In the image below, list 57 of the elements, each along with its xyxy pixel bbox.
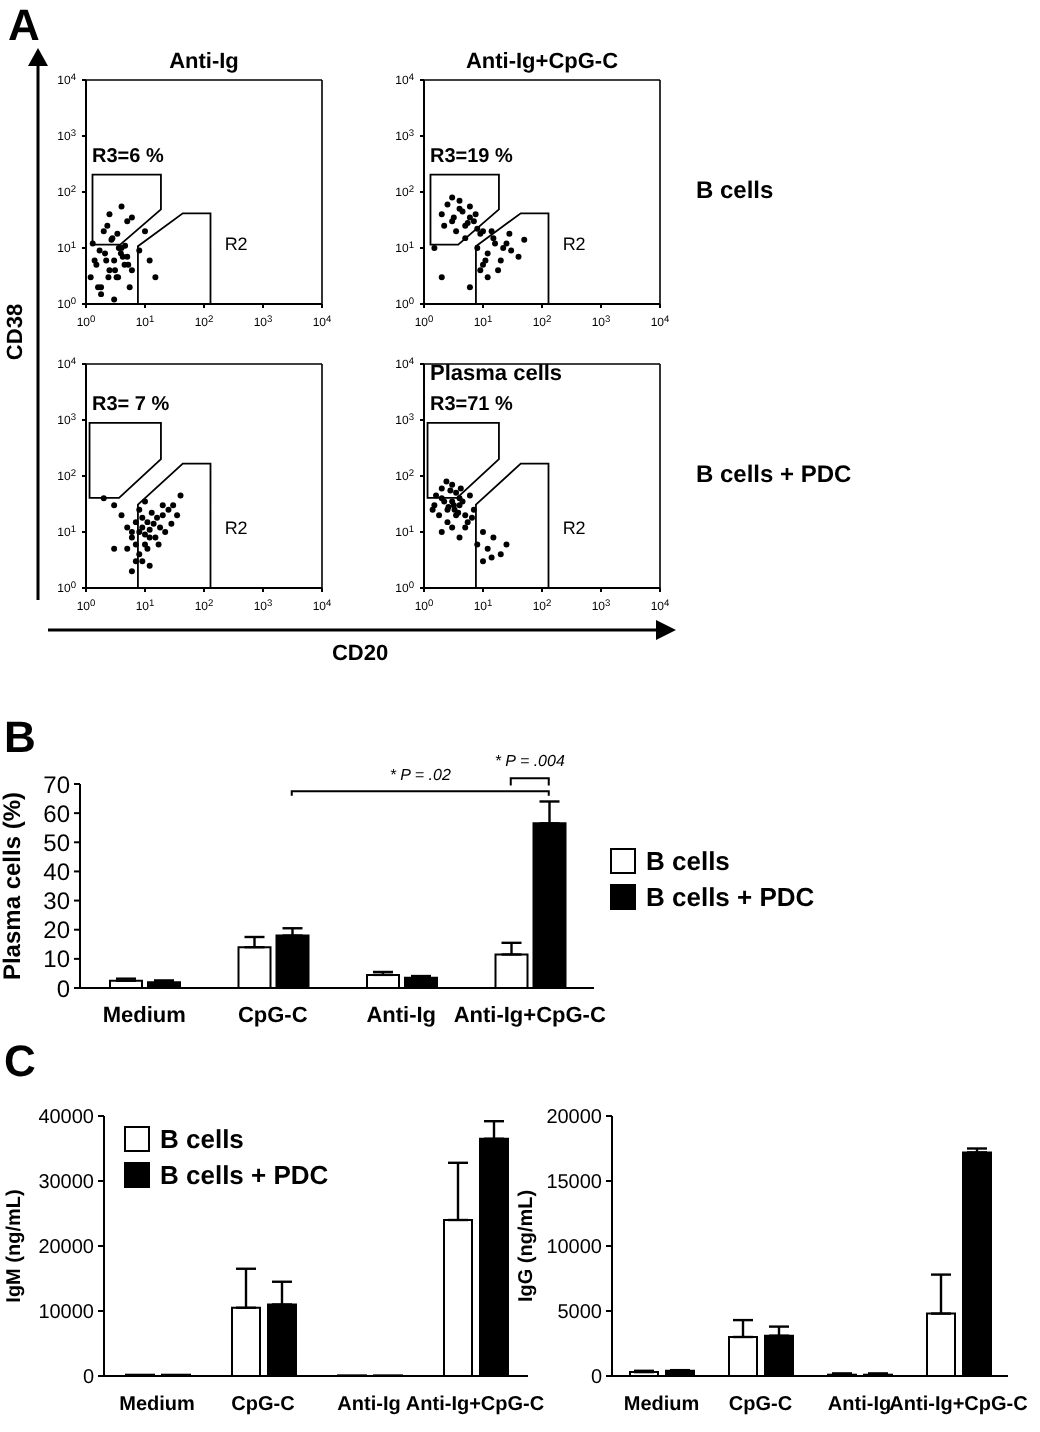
annotation: R3=71 % [430,394,513,417]
y-tick-label: 70 [43,770,71,799]
annotation: R3=19 % [430,146,513,169]
text: C [4,1036,36,1088]
legend-label: B cells + PDC [646,881,815,911]
y-tick-label: 10 [43,945,71,974]
x-tick-label: Anti-Ig [827,1394,892,1416]
y-tick-label: 60 [43,799,71,828]
y-tick-label: 10000 [38,1302,95,1325]
x-axis-title: CD20 [331,642,389,666]
annotation: R3= 7 % [92,394,170,417]
y-tick-label: 30000 [38,1172,95,1195]
x-tick-label: CpG-C [728,1394,793,1416]
y-tick-label: 0 [56,974,71,1003]
annotation: Plasma cells [430,362,563,387]
text: B cells + PDC [696,460,852,488]
y-tick-label: 0 [82,1367,95,1390]
text: B cells [696,176,774,204]
legend-label: B cells [160,1123,244,1153]
y-axis-title: IgM (ng/mL) [4,1189,26,1303]
chart-title: Anti-Ig [169,50,239,74]
x-tick-label: Anti-Ig+CpG-C [889,1394,1028,1416]
text: * P = .02 [387,765,453,784]
y-tick-label: 20000 [38,1237,95,1260]
y-tick-label: 40000 [38,1107,95,1130]
y-axis-title: Plasma cells (%) [0,791,26,981]
x-tick-label: Medium [119,1394,195,1416]
x-tick-label: Anti-Ig+CpG-C [405,1394,545,1416]
x-tick-label: CpG-C [237,1004,308,1028]
x-tick-label: Medium [623,1394,700,1416]
y-tick-label: 50 [43,828,71,857]
x-tick-label: Medium [102,1004,187,1028]
y-axis-title: IgG (ng/mL) [516,1189,538,1303]
annotation: R2 [224,518,248,538]
text: * P = .004 [492,752,567,771]
y-tick-label: 20000 [546,1107,603,1130]
annotation: R2 [562,234,586,254]
y-tick-label: 5000 [557,1302,603,1325]
annotation: R2 [562,518,586,538]
annotation: R3=6 % [92,146,164,169]
y-axis-title: CD38 [4,303,28,361]
x-tick-label: CpG-C [231,1394,295,1416]
legend-label: B cells + PDC [160,1159,329,1189]
y-tick-label: 0 [590,1367,603,1390]
y-tick-label: 30 [43,887,71,916]
y-tick-label: 40 [43,857,71,886]
x-tick-label: Anti-Ig+CpG-C [453,1004,606,1028]
chart-title: Anti-Ig+CpG-C [465,50,619,74]
y-tick-label: 15000 [546,1172,603,1195]
x-tick-label: Anti-Ig [337,1394,401,1416]
x-tick-label: Anti-Ig [366,1004,437,1028]
text: B [4,712,36,764]
annotation: R2 [224,234,248,254]
legend-label: B cells [646,845,730,875]
y-tick-label: 20 [43,916,71,945]
text: A [8,0,40,52]
y-tick-label: 10000 [546,1237,603,1260]
